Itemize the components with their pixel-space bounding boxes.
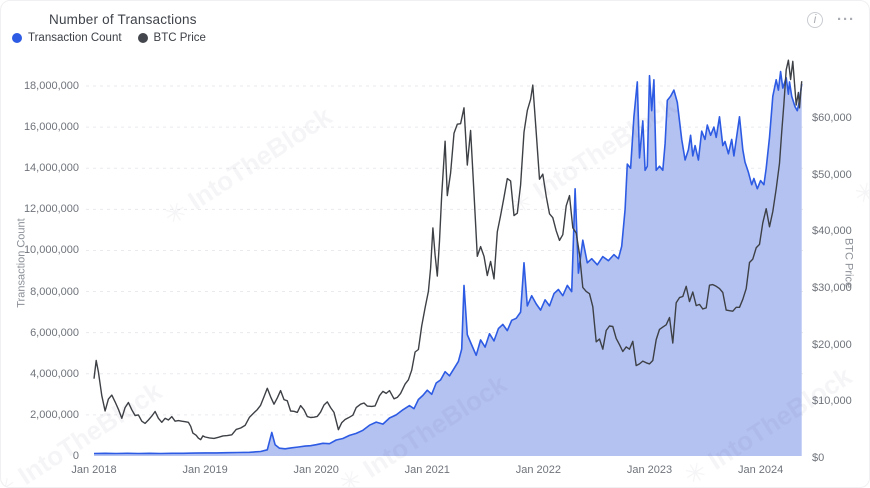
x-tick-label: Jan 2022 (515, 464, 562, 476)
legend-item-btc-price[interactable]: BTC Price (137, 32, 206, 44)
x-tick-label: Jan 2020 (293, 464, 339, 476)
chart-toolbar: i ··· (807, 11, 855, 28)
legend-label-btc-price: BTC Price (153, 32, 206, 44)
btc-price-dot-icon (137, 33, 148, 43)
y-left-tick-label: 18,000,000 (23, 80, 79, 92)
x-tick-label: Jan 2019 (182, 464, 228, 476)
transaction-count-area (94, 71, 802, 456)
y-left-tick-label: 10,000,000 (23, 244, 79, 257)
y-left-tick-label: 14,000,000 (23, 162, 79, 175)
y-left-tick-label: 2,000,000 (30, 408, 79, 421)
y-left-tick-label: 0 (72, 450, 79, 462)
y-right-tick-label: $50,000 (812, 168, 852, 181)
y-left-tick-label: 16,000,000 (23, 121, 79, 134)
chart-title: Number of Transactions (49, 12, 197, 27)
transaction-count-dot-icon (12, 33, 22, 43)
x-tick-label: Jan 2023 (626, 464, 673, 476)
legend-label-transaction-count: Transaction Count (28, 32, 122, 44)
btc-price-line (93, 59, 803, 441)
y-right-tick-label: $20,000 (812, 338, 852, 351)
y-left-tick-label: 8,000,000 (30, 285, 79, 298)
chart-legend: Transaction Count BTC Price (12, 32, 206, 44)
y-right-tick-label: $0 (812, 452, 825, 464)
y-left-tick-label: 12,000,000 (23, 203, 79, 216)
x-tick-label: Jan 2018 (71, 464, 117, 476)
transaction-count-line (93, 70, 803, 455)
legend-item-transaction-count[interactable]: Transaction Count (12, 32, 122, 44)
y-right-tick-label: $40,000 (812, 225, 852, 238)
more-options-icon[interactable]: ··· (837, 11, 855, 28)
y-right-tick-label: $30,000 (812, 282, 852, 294)
y-left-tick-label: 6,000,000 (30, 326, 79, 339)
info-icon[interactable]: i (807, 11, 823, 28)
y-right-tick-label: $60,000 (812, 112, 852, 124)
y-right-tick-label: $10,000 (812, 395, 852, 408)
x-tick-label: Jan 2021 (404, 464, 450, 476)
y-left-tick-label: 4,000,000 (30, 367, 79, 380)
x-tick-label: Jan 2024 (737, 464, 784, 476)
